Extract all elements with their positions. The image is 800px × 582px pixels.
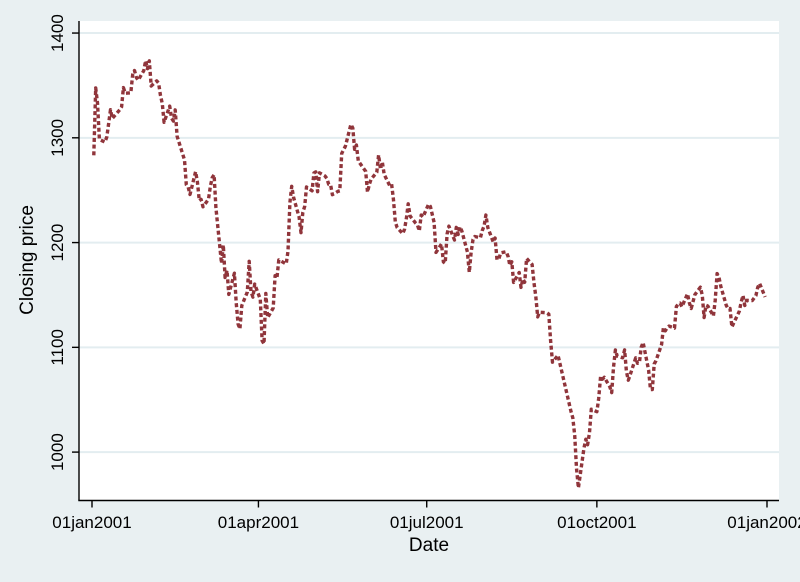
x-tick-label: 01jan2002 xyxy=(727,513,800,532)
x-tick-label: 01jul2001 xyxy=(390,513,464,532)
y-tick-label: 1300 xyxy=(48,119,67,157)
gridlines xyxy=(79,32,779,454)
y-axis-title: Closing price xyxy=(17,205,38,315)
y-tick-label: 1100 xyxy=(48,329,67,366)
axes xyxy=(72,21,779,508)
closing-price-series-line xyxy=(92,58,767,490)
x-tick-label: 01oct2001 xyxy=(557,513,636,532)
plot-area xyxy=(79,21,779,501)
y-tick-label: 1000 xyxy=(48,433,67,471)
tick-labels: 1000 1100 1200 1300 1400 01jan2001 01apr2001 01… xyxy=(48,14,800,532)
series-layer xyxy=(92,58,767,490)
x-tick-label: 01jan2001 xyxy=(52,513,131,532)
y-tick-label: 1400 xyxy=(48,14,67,52)
x-tick-label: 01apr2001 xyxy=(218,513,299,532)
x-axis-title: Date xyxy=(409,535,449,556)
y-tick-label: 1200 xyxy=(48,224,67,262)
